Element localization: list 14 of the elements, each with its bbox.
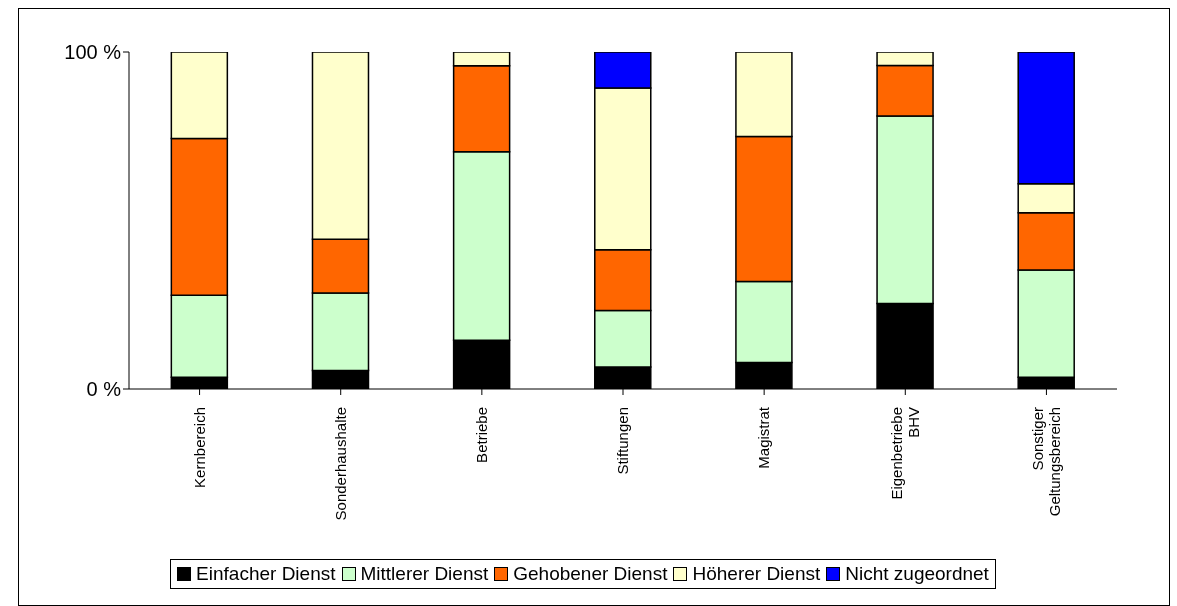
x-tick-label: Eigenbetriebe BHV <box>887 407 922 500</box>
x-tick-label: Betriebe <box>472 407 490 463</box>
x-tick-label: Sonstiger Geltungsbereich <box>1028 407 1063 517</box>
legend-label: Höherer Dienst <box>691 563 821 585</box>
x-tick-label: Stiftungen <box>614 407 631 475</box>
x-tick-label: Kernbereich <box>190 407 208 488</box>
legend-label: Einfacher Dienst <box>195 563 336 585</box>
x-tick-label: Magistrat <box>755 406 773 469</box>
legend-label: Gehobener Dienst <box>512 563 668 585</box>
legend-label: Mittlerer Dienst <box>359 563 489 585</box>
y-tick-label: 100 % <box>64 41 122 64</box>
y-tick-label: 0 % <box>86 378 122 401</box>
legend-label: Nicht zugeordnet <box>844 563 989 585</box>
x-tick-label: Sonderhaushalte <box>331 407 349 521</box>
